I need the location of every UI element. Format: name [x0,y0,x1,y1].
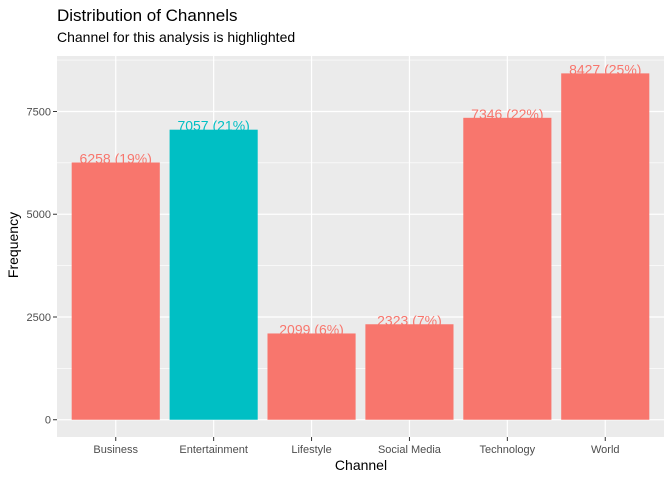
bars [71,73,650,420]
data-labels: 6258 (19%) 7057 (21%) 2099 (6%) 2323 (7%) 73… [80,61,642,337]
x-tick-label: Social Media [378,444,442,456]
data-label: 7346 (22%) [471,106,543,122]
x-tick-label: Technology [480,444,536,456]
chart-title: Distribution of Channels [57,6,237,25]
data-label: 2099 (6%) [279,321,344,337]
data-label: 6258 (19%) [80,151,152,167]
x-tick-label: Lifestyle [291,444,331,456]
data-label: 2323 (7%) [377,312,442,328]
x-tick-label: Entertainment [179,444,247,456]
bar-lifestyle [267,333,356,420]
y-axis: 0 2500 5000 7500 [27,106,57,427]
chart-subtitle: Channel for this analysis is highlighted [57,29,295,45]
x-tick-label: Business [93,444,138,456]
x-axis: Business Entertainment Lifestyle Social Med… [93,437,620,456]
data-label: 8427 (25%) [569,61,641,77]
bar-technology [463,117,552,420]
bar-world [561,73,650,420]
y-tick-label: 0 [45,415,51,427]
bar-social-media [365,324,454,420]
bar-entertainment [169,129,258,420]
x-axis-title: Channel [335,457,387,473]
y-tick-label: 7500 [27,106,51,118]
y-tick-label: 2500 [27,312,51,324]
y-axis-title: Frequency [5,212,21,278]
x-tick-label: World [591,444,620,456]
bar-business [71,162,160,420]
data-label: 7057 (21%) [177,118,249,134]
y-tick-label: 5000 [27,209,51,221]
